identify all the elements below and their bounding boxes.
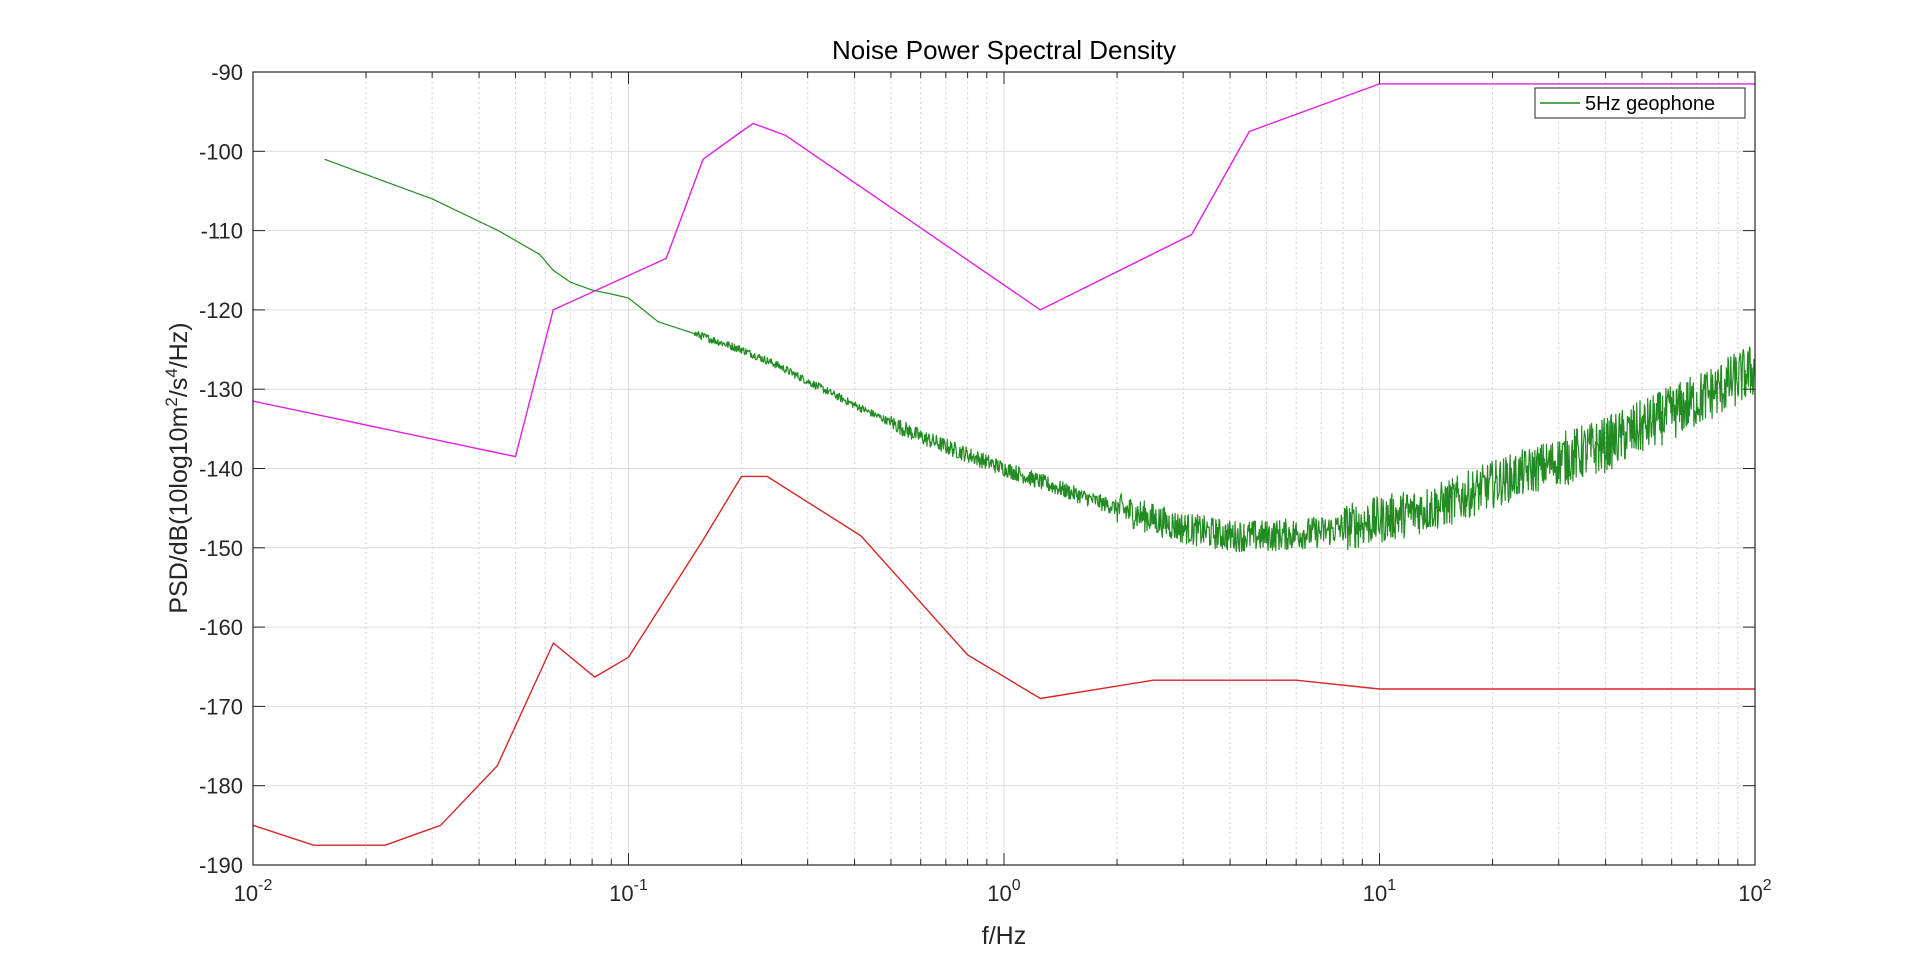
y-tick-label: -140 [199,457,243,482]
x-tick-label: 10-1 [609,877,648,906]
y-axis-label-sup: 4 [162,368,181,377]
y-axis-label-part: PSD/dB(10log10m [165,407,193,614]
chart-title: Noise Power Spectral Density [832,35,1176,65]
legend-entry: 5Hz geophone [1585,93,1715,115]
series-line-0 [324,158,1756,553]
y-tick-label: -170 [199,694,243,719]
x-tick-label: 102 [1738,877,1771,906]
y-tick-label: -190 [199,853,243,878]
series-layer [252,83,1756,846]
x-tick-label: 100 [987,877,1020,906]
y-tick-label: -90 [211,60,243,85]
y-axis-label: PSD/dB(10log10m2/s4/Hz) [162,322,193,613]
y-tick-label: -160 [199,615,243,640]
y-tick-label: -150 [199,536,243,561]
series-line-2 [252,475,1755,846]
y-tick-label: -180 [199,774,243,799]
x-tick-label: 101 [1363,877,1396,906]
x-tick-label: 10-2 [234,877,273,906]
legend: 5Hz geophone [1534,87,1746,119]
y-tick-label: -120 [199,298,243,323]
y-tick-label: -110 [201,219,243,244]
y-tick-label: -130 [199,377,243,402]
y-axis-label-sup: 2 [162,397,181,406]
y-tick-label: -100 [199,139,243,164]
y-axis-label-part: /s [165,378,193,397]
series-line-1 [252,83,1755,458]
y-axis-label-part: /Hz) [165,322,193,368]
ticks: 10-2 10-1 100 101 102 -90 -100 -110 -120 -130 -140… [199,60,1772,906]
x-axis-label: f/Hz [982,922,1026,950]
